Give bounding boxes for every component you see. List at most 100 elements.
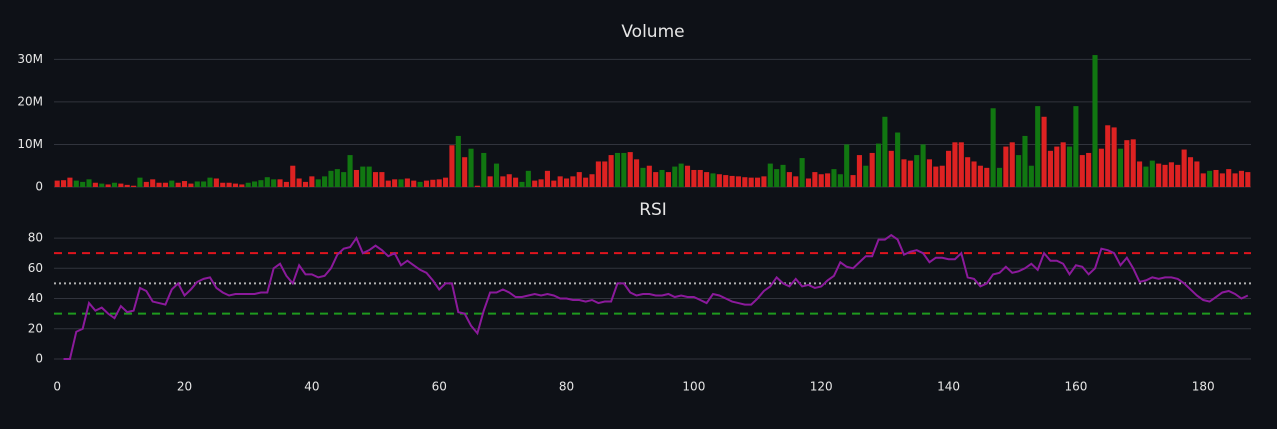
bar xyxy=(481,152,487,187)
bar xyxy=(971,161,977,187)
bar xyxy=(1054,146,1060,187)
bar xyxy=(92,182,98,187)
bar xyxy=(595,161,601,187)
bar xyxy=(920,144,926,187)
x-tick-label: 100 xyxy=(682,380,705,394)
chart-title: Volume xyxy=(621,22,684,42)
bar xyxy=(61,180,67,187)
chart-title: RSI xyxy=(639,200,667,220)
bar xyxy=(786,172,792,187)
bar xyxy=(1060,142,1066,187)
bar xyxy=(653,172,659,187)
bar xyxy=(252,181,258,187)
bar xyxy=(449,145,455,187)
bar xyxy=(201,181,207,187)
bar xyxy=(882,116,888,187)
bar xyxy=(1168,162,1174,187)
bar xyxy=(188,183,194,187)
x-tick-label: 20 xyxy=(177,380,192,394)
bar xyxy=(1187,157,1194,187)
bar xyxy=(1149,160,1155,187)
bar xyxy=(914,155,920,187)
bar xyxy=(105,184,111,187)
bar xyxy=(767,163,773,187)
bar xyxy=(570,176,576,187)
line xyxy=(63,233,1249,360)
bar xyxy=(341,172,347,187)
bar xyxy=(602,161,608,187)
bar xyxy=(124,184,130,187)
y-tick-label: 0 xyxy=(35,351,43,365)
bar xyxy=(309,176,315,187)
bar xyxy=(1137,161,1143,187)
bar xyxy=(939,165,945,187)
bar xyxy=(118,183,124,187)
bar xyxy=(379,172,385,187)
bar xyxy=(245,182,251,187)
bar xyxy=(672,166,678,187)
bar xyxy=(398,179,404,187)
bar xyxy=(748,177,754,187)
bar xyxy=(774,169,780,187)
bar xyxy=(805,178,812,187)
bar xyxy=(716,174,722,187)
bar xyxy=(1130,139,1136,187)
bar xyxy=(353,169,359,187)
bar xyxy=(1035,106,1041,187)
bar xyxy=(856,155,862,187)
bar xyxy=(328,170,334,187)
bar xyxy=(933,166,939,187)
bar xyxy=(1079,155,1085,187)
bar xyxy=(347,155,353,187)
bar xyxy=(583,177,589,187)
bar xyxy=(831,169,837,187)
bar xyxy=(735,176,742,187)
bar xyxy=(436,179,442,187)
bar xyxy=(443,177,449,187)
bar xyxy=(1245,172,1251,187)
bar xyxy=(1117,148,1124,187)
bar xyxy=(513,177,519,187)
bar xyxy=(430,179,436,187)
x-tick-label: 120 xyxy=(810,380,833,394)
bar xyxy=(80,181,86,187)
bar xyxy=(417,181,423,187)
bar xyxy=(506,174,512,187)
bar xyxy=(1016,155,1022,187)
bar xyxy=(634,159,640,187)
bar xyxy=(239,184,245,187)
bar xyxy=(372,172,379,187)
bar xyxy=(455,135,461,187)
bar xyxy=(277,179,283,187)
bar xyxy=(156,182,162,187)
bar xyxy=(755,177,761,187)
bar xyxy=(589,174,595,187)
bar xyxy=(525,170,531,187)
bar xyxy=(213,178,219,187)
bar xyxy=(557,176,563,187)
bar xyxy=(1124,140,1130,187)
bar xyxy=(150,179,156,187)
bar xyxy=(1143,166,1149,187)
y-tick-label: 0 xyxy=(35,180,43,194)
bar xyxy=(1047,150,1053,187)
bar xyxy=(226,182,232,187)
bar xyxy=(1003,146,1009,187)
bar xyxy=(538,179,544,187)
bar xyxy=(665,172,671,187)
bar xyxy=(73,180,79,187)
bar xyxy=(614,152,621,187)
bar xyxy=(54,180,60,187)
bar xyxy=(837,174,843,187)
x-tick-label: 40 xyxy=(304,380,319,394)
bar xyxy=(423,180,430,187)
bar xyxy=(1207,170,1213,187)
bar xyxy=(143,181,149,187)
bar xyxy=(793,176,799,187)
bar xyxy=(627,152,633,187)
bar xyxy=(958,142,964,187)
y-tick-label: 80 xyxy=(28,231,43,245)
x-tick-label: 180 xyxy=(1192,380,1215,394)
bar xyxy=(468,148,474,187)
